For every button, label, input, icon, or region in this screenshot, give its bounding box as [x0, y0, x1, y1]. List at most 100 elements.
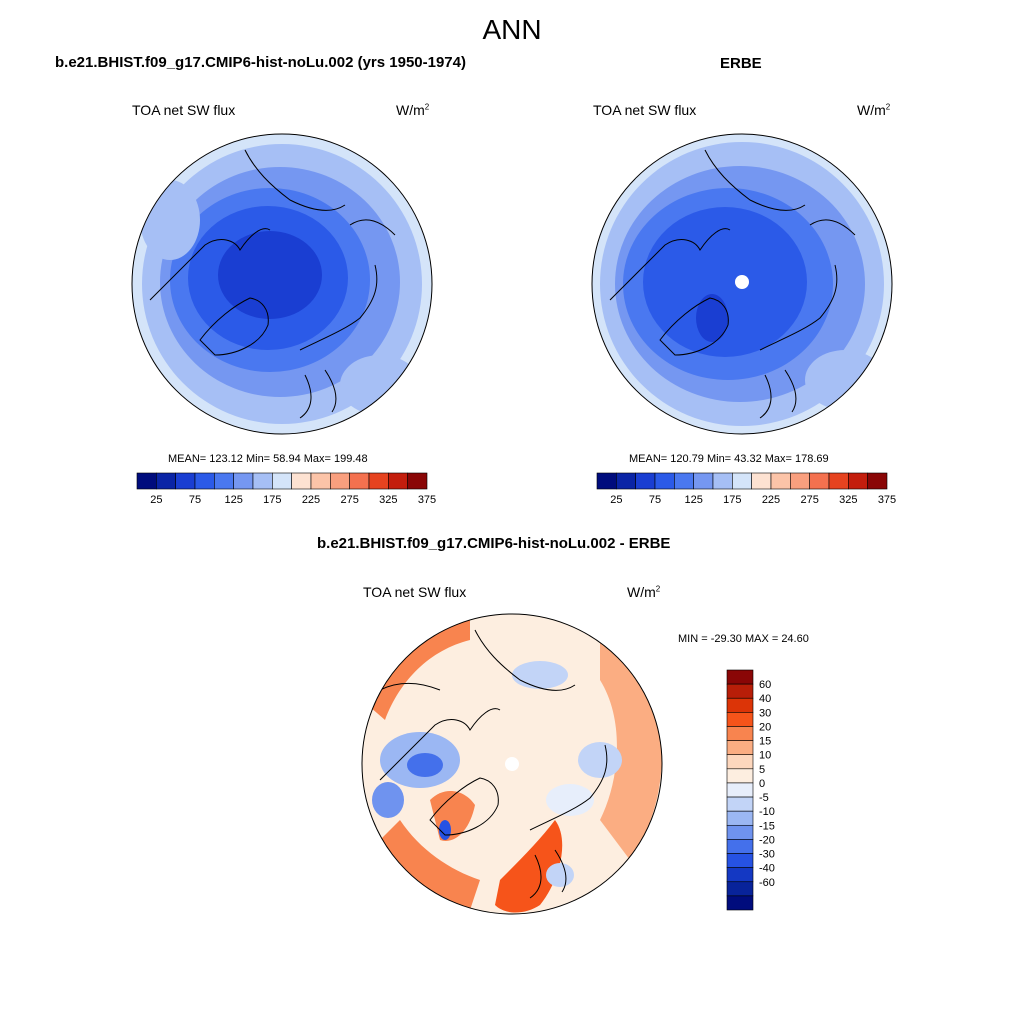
colorbar-swatch — [368, 472, 389, 490]
colorbar-tick-label: 375 — [878, 494, 896, 506]
colorbar-swatch — [726, 782, 754, 798]
colorbar-tick-label: 15 — [759, 736, 771, 748]
diff-panel-coastlines — [379, 629, 608, 899]
colorbar-tick-label: 40 — [759, 693, 771, 705]
colorbar-tick-label: 125 — [224, 494, 242, 506]
colorbar-swatch — [349, 472, 370, 490]
panel-1-units: W/m2 — [396, 102, 430, 118]
colorbar-swatch — [407, 472, 428, 490]
colorbar-tick-label: 75 — [649, 494, 661, 506]
colorbar-tick-label: 275 — [340, 494, 358, 506]
diff-panel-stats: MIN = -29.30 MAX = 24.60 — [678, 633, 809, 645]
panel-1-stats: MEAN= 123.12 Min= 58.94 Max= 199.48 — [168, 453, 368, 465]
colorbar-tick-label: 5 — [759, 764, 765, 776]
colorbar-tick-label: 325 — [379, 494, 397, 506]
panel-2-map-border — [591, 133, 893, 435]
colorbar-swatch — [790, 472, 810, 490]
colorbar-swatch — [726, 839, 754, 854]
colorbar-swatch — [726, 726, 754, 741]
colorbar-tick-label: 325 — [839, 494, 857, 506]
colorbar-swatch — [726, 895, 754, 911]
colorbar-swatch — [726, 683, 754, 699]
colorbar-tick-label: 75 — [189, 494, 201, 506]
colorbar-swatch — [726, 740, 754, 756]
colorbar-swatch — [136, 472, 157, 490]
colorbar-tick-label: 375 — [418, 494, 436, 506]
diff-panel-units: W/m2 — [627, 584, 661, 600]
colorbar-swatch — [175, 472, 196, 490]
colorbar-tick-label: -60 — [759, 877, 775, 889]
colorbar-swatch — [726, 853, 754, 868]
colorbar-swatch — [635, 472, 656, 490]
colorbar-swatch — [732, 472, 752, 490]
panel-2-stats: MEAN= 120.79 Min= 43.32 Max= 178.69 — [629, 453, 829, 465]
colorbar-swatch — [726, 867, 754, 883]
colorbar-tick-label: -30 — [759, 849, 775, 861]
panel-2-units: W/m2 — [857, 102, 891, 118]
diff-panel-map-border — [361, 613, 663, 915]
colorbar-tick-label: 25 — [610, 494, 622, 506]
colorbar-tick-label: 25 — [150, 494, 162, 506]
colorbar-swatch — [726, 697, 754, 713]
colorbar-tick-label: -5 — [759, 792, 769, 804]
diff-panel-colorbar: 60 40 30 20 15 10 5 0 -5 -10 -15 -20 -30 -40 -60 — [726, 669, 775, 911]
colorbar-tick-label: -15 — [759, 820, 775, 832]
colorbar-swatch — [809, 472, 830, 490]
colorbar-tick-label: 225 — [302, 494, 320, 506]
colorbar-swatch — [310, 472, 331, 490]
colorbar-tick-label: 10 — [759, 750, 771, 762]
panel-2-missing-data-pole — [735, 275, 749, 289]
colorbar-swatch — [867, 472, 888, 490]
colorbar-swatch — [712, 472, 733, 490]
colorbar-tick-label: 175 — [263, 494, 281, 506]
panel-1-variable: TOA net SW flux — [132, 102, 236, 118]
colorbar-tick-label: 175 — [723, 494, 741, 506]
colorbar-swatch — [272, 472, 292, 490]
colorbar-tick-label: -20 — [759, 834, 775, 846]
colorbar-tick-label: 30 — [759, 707, 771, 719]
colorbar-tick-label: 275 — [800, 494, 818, 506]
colorbar-swatch — [726, 754, 754, 770]
colorbar-tick-label: 225 — [762, 494, 780, 506]
colorbar-tick-label: 0 — [759, 778, 765, 790]
colorbar-swatch — [252, 472, 273, 490]
colorbar-tick-label: 125 — [684, 494, 702, 506]
panel-2-coastlines — [609, 149, 856, 419]
colorbar-swatch — [330, 472, 350, 490]
colorbar-tick-label: 20 — [759, 721, 771, 733]
colorbar-tick-label: 60 — [759, 679, 771, 691]
diff-panel-missing-data-pole — [505, 757, 519, 771]
colorbar-swatch — [726, 810, 754, 826]
colorbar-swatch — [233, 472, 254, 490]
colorbar-swatch — [726, 881, 754, 897]
panel-1-map — [132, 134, 432, 434]
panel-2-variable: TOA net SW flux — [593, 102, 697, 118]
colorbar-tick-label: -10 — [759, 806, 775, 818]
colorbar-swatch — [616, 472, 636, 490]
figure-title: ANN — [482, 14, 542, 45]
colorbar-swatch — [726, 824, 754, 840]
colorbar-swatch — [194, 472, 215, 490]
colorbar-swatch — [156, 472, 176, 490]
colorbar-swatch — [828, 472, 849, 490]
colorbar-swatch — [726, 669, 754, 685]
colorbar-swatch — [726, 712, 754, 727]
colorbar-swatch — [214, 472, 234, 490]
diff-panel-title: b.e21.BHIST.f09_g17.CMIP6-hist-noLu.002 … — [317, 535, 671, 552]
colorbar-swatch — [726, 796, 754, 812]
panel-2-colorbar: 25 75 125 175 225 275 325 375 — [596, 472, 896, 506]
colorbar-swatch — [848, 472, 868, 490]
panel-1-coastlines — [149, 149, 396, 419]
colorbar-swatch — [654, 472, 675, 490]
colorbar-swatch — [596, 472, 617, 490]
colorbar-swatch — [726, 768, 754, 784]
colorbar-swatch — [770, 472, 791, 490]
colorbar-swatch — [751, 472, 772, 490]
panel-1-title: b.e21.BHIST.f09_g17.CMIP6-hist-noLu.002 … — [55, 54, 466, 71]
panel-1-colorbar: 25 75 125 175 225 275 325 375 — [136, 472, 436, 506]
colorbar-swatch — [388, 472, 408, 490]
colorbar-swatch — [674, 472, 694, 490]
colorbar-swatch — [291, 472, 312, 490]
diff-panel-variable: TOA net SW flux — [363, 584, 467, 600]
